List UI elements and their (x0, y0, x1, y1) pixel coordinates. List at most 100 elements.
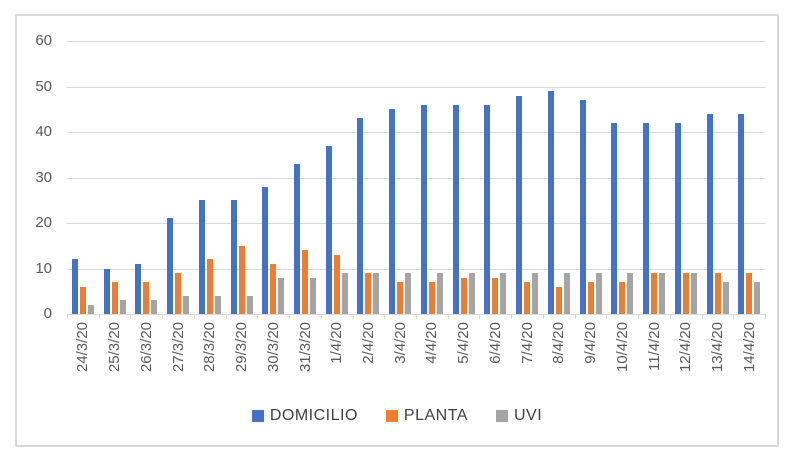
legend-swatch-uvi (495, 410, 508, 422)
bar-planta (79, 286, 86, 314)
bar-uvi (183, 295, 190, 314)
bar-domicilio (198, 200, 205, 314)
bar-group-13/4/20 (702, 41, 734, 314)
x-label-cell: 12/4/20 (670, 322, 702, 394)
y-tick-label-60: 60 (35, 32, 52, 49)
legend-item-planta: PLANTA (385, 407, 468, 425)
y-tick-label-40: 40 (35, 123, 52, 140)
bar-groups (67, 41, 765, 314)
legend-swatch-planta (385, 410, 398, 422)
bar-uvi (595, 273, 602, 314)
bar-domicilio (103, 268, 110, 314)
gridline-40 (67, 132, 765, 133)
x-label-cell: 9/4/20 (575, 322, 607, 394)
bar-uvi (214, 295, 221, 314)
bar-uvi (659, 273, 666, 314)
x-label-cell: 4/4/20 (416, 322, 448, 394)
bar-uvi (151, 300, 158, 314)
x-axis-tick (384, 314, 386, 319)
bar-domicilio (167, 218, 174, 314)
x-label-cell: 3/4/20 (384, 322, 416, 394)
bar-uvi (310, 277, 316, 314)
bar-group-7/4/20 (511, 41, 543, 314)
x-tick-label-25/3/20: 25/3/20 (106, 322, 124, 373)
bar-uvi (532, 273, 539, 314)
bar-uvi (87, 304, 94, 314)
x-label-cell: 27/3/20 (162, 322, 194, 394)
x-axis-ticks (67, 314, 766, 319)
x-axis-tick (352, 314, 354, 319)
x-axis-labels: 24/3/20 25/3/20 26/3/20 27/3/20 28/3/20 29/3/… (67, 322, 765, 394)
bar-uvi (468, 273, 475, 314)
bar-domicilio (706, 113, 713, 314)
x-axis-tick (162, 314, 164, 319)
x-tick-label-4/4/20: 4/4/20 (423, 322, 441, 364)
bar-group-12/4/20 (670, 41, 702, 314)
x-label-cell: 13/4/20 (702, 322, 734, 394)
bar-domicilio (484, 104, 491, 314)
bar-uvi (119, 300, 126, 314)
legend-swatch-domicilio (251, 410, 264, 422)
bar-planta (333, 254, 340, 314)
x-tick-label-13/4/20: 13/4/20 (709, 322, 727, 373)
x-axis-tick (225, 314, 227, 319)
legend-item-uvi: UVI (495, 407, 542, 425)
x-axis-tick (606, 314, 608, 319)
bar-group-27/3/20 (162, 41, 194, 314)
bar-planta (619, 282, 626, 314)
bar-planta (746, 273, 753, 314)
x-axis-tick (511, 314, 513, 319)
bar-group-5/4/20 (448, 41, 480, 314)
bar-group-9/4/20 (575, 41, 607, 314)
bar-group-30/3/20 (257, 41, 289, 314)
bar-domicilio (674, 122, 681, 314)
bar-group-4/4/20 (416, 41, 448, 314)
bar-group-3/4/20 (384, 41, 416, 314)
x-axis-tick (701, 314, 703, 319)
x-axis-tick (447, 314, 449, 319)
x-tick-label-9/4/20: 9/4/20 (582, 322, 600, 364)
bar-planta (270, 263, 277, 314)
bar-planta (651, 273, 658, 314)
bar-domicilio (579, 100, 586, 314)
x-tick-label-30/3/20: 30/3/20 (264, 322, 282, 373)
bar-uvi (722, 282, 729, 314)
x-label-cell: 10/4/20 (606, 322, 638, 394)
bar-uvi (754, 282, 761, 314)
bar-planta (524, 282, 531, 314)
x-tick-label-14/4/20: 14/4/20 (740, 322, 758, 373)
bar-group-10/4/20 (606, 41, 638, 314)
x-tick-label-8/4/20: 8/4/20 (550, 322, 568, 364)
y-tick-label-10: 10 (35, 259, 52, 277)
x-tick-label-10/4/20: 10/4/20 (613, 322, 631, 373)
gridline-20 (67, 223, 765, 224)
x-label-cell: 26/3/20 (130, 322, 162, 394)
x-axis-tick (130, 314, 132, 319)
bar-group-26/3/20 (130, 41, 162, 314)
bar-planta (206, 259, 213, 314)
x-tick-label-7/4/20: 7/4/20 (518, 322, 536, 364)
bar-planta (714, 273, 721, 314)
bar-domicilio (325, 145, 332, 314)
bar-domicilio (262, 186, 269, 314)
legend-label-planta: PLANTA (403, 407, 468, 424)
bar-uvi (563, 273, 570, 314)
x-label-cell: 7/4/20 (511, 322, 543, 394)
bar-domicilio (135, 263, 142, 314)
bar-group-1/4/20 (321, 41, 353, 314)
x-tick-label-2/4/20: 2/4/20 (359, 322, 377, 364)
x-label-cell: 29/3/20 (226, 322, 258, 394)
bar-planta (238, 245, 245, 314)
y-tick-label-20: 20 (35, 214, 52, 231)
bar-domicilio (230, 200, 237, 314)
gridline-60 (67, 41, 765, 42)
bar-uvi (278, 277, 285, 314)
bar-group-29/3/20 (226, 41, 258, 314)
bar-planta (492, 277, 499, 314)
bar-group-2/4/20 (353, 41, 385, 314)
x-axis-tick (67, 314, 68, 319)
bar-domicilio (294, 163, 300, 314)
x-axis-tick (765, 314, 766, 319)
x-label-cell: 5/4/20 (448, 322, 480, 394)
x-tick-label-29/3/20: 29/3/20 (233, 322, 251, 373)
